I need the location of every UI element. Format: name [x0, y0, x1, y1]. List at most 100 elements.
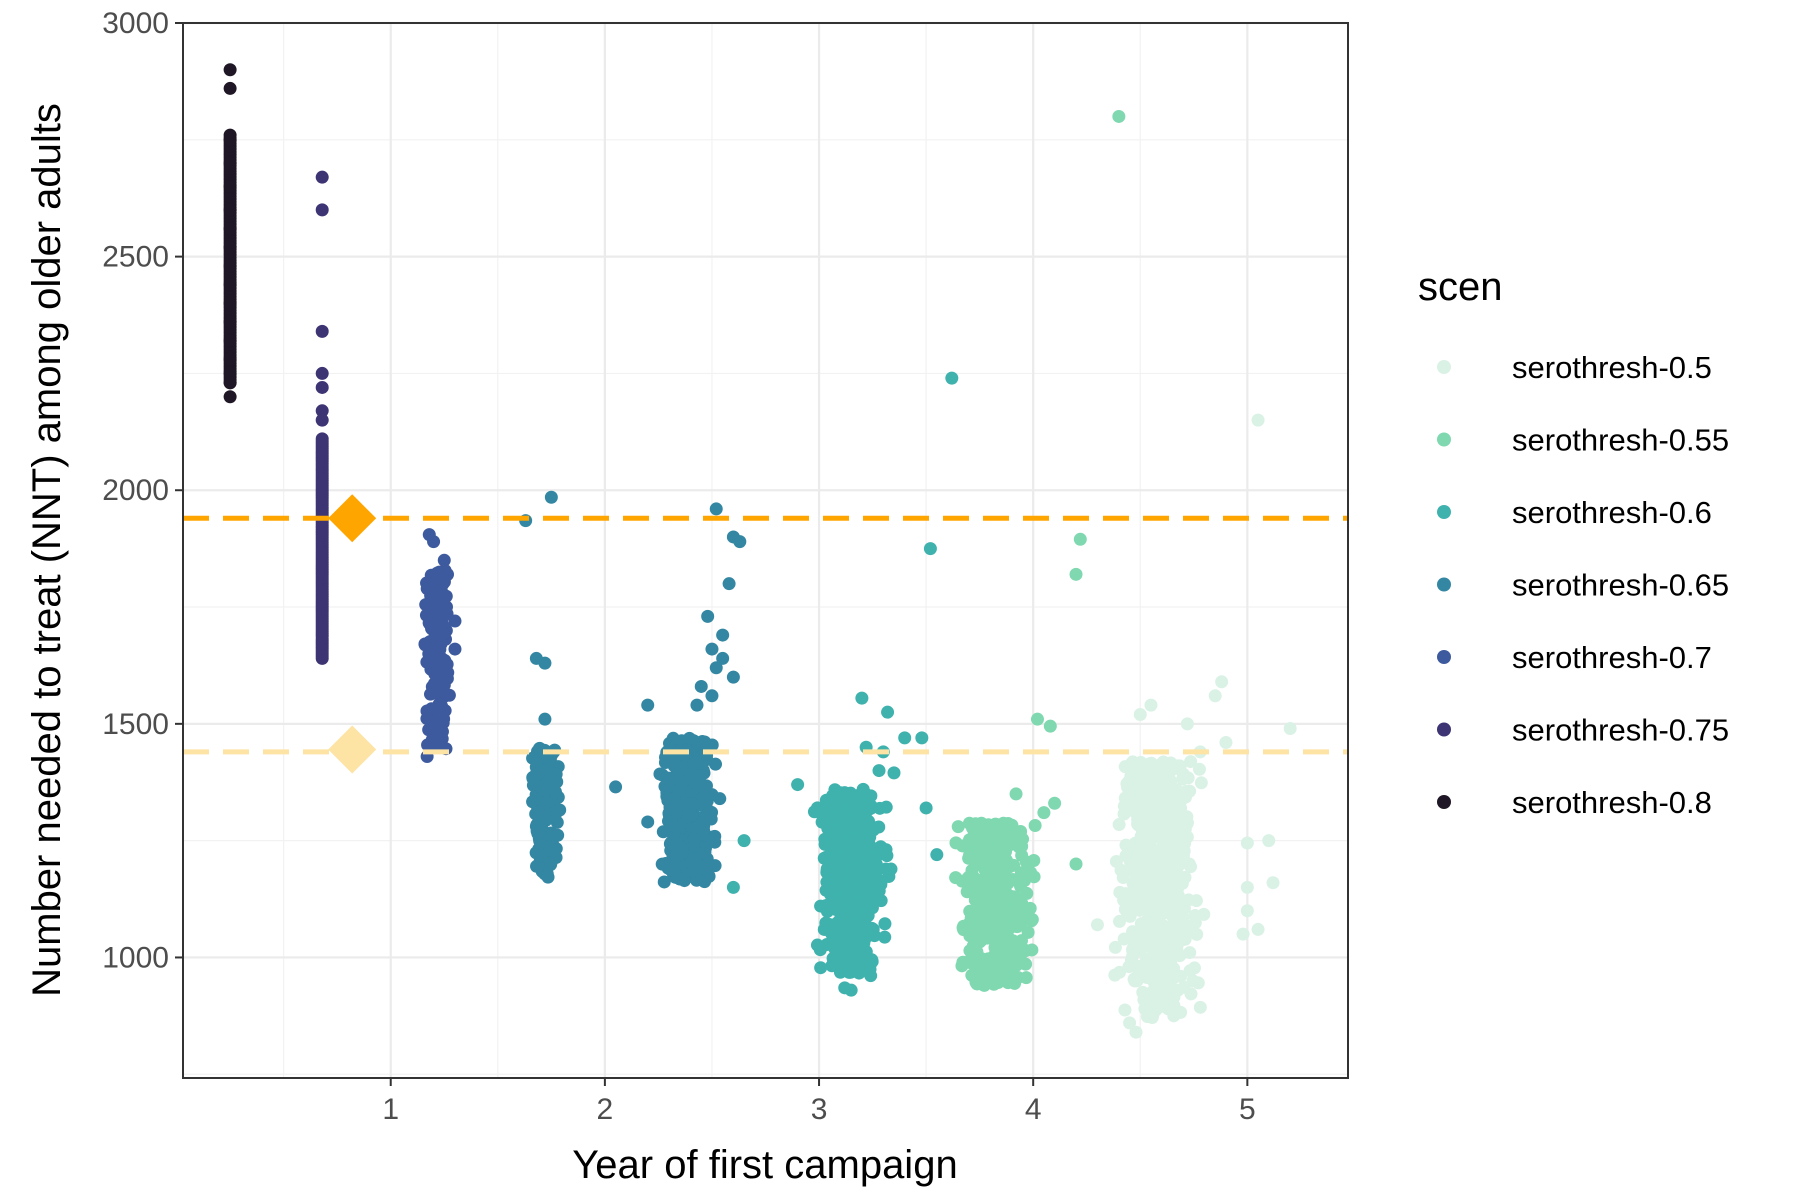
data-point — [1153, 952, 1167, 966]
data-point — [1240, 904, 1254, 918]
data-point — [315, 203, 329, 217]
data-point — [980, 893, 994, 907]
data-point — [1007, 858, 1021, 872]
data-point — [1148, 979, 1162, 993]
data-point — [1159, 831, 1173, 845]
data-point — [544, 490, 558, 504]
data-point — [1019, 971, 1033, 985]
data-point — [693, 861, 707, 875]
data-point — [1134, 943, 1148, 957]
data-point — [1262, 834, 1276, 848]
data-point — [438, 704, 452, 718]
data-point — [223, 133, 237, 147]
data-point — [737, 834, 751, 848]
data-point — [1126, 925, 1140, 939]
data-point — [878, 917, 892, 931]
data-point — [722, 577, 736, 591]
data-point — [1173, 949, 1187, 963]
x-tick-label: 2 — [597, 1093, 614, 1126]
data-point — [315, 324, 329, 338]
data-point — [641, 815, 655, 829]
data-point — [716, 651, 730, 665]
data-point — [982, 904, 996, 918]
x-tick-label: 3 — [811, 1093, 828, 1126]
data-point — [1020, 886, 1034, 900]
legend-swatch — [1437, 505, 1451, 519]
data-point — [999, 963, 1013, 977]
data-point — [1146, 943, 1160, 957]
data-point — [315, 432, 329, 446]
legend-swatch — [1437, 795, 1451, 809]
data-point — [1194, 776, 1208, 790]
data-point — [531, 767, 545, 781]
data-point — [1184, 860, 1198, 874]
data-point — [690, 779, 704, 793]
data-point — [1136, 923, 1150, 937]
data-point — [708, 835, 722, 849]
data-point — [1148, 877, 1162, 891]
data-point — [663, 774, 677, 788]
data-point — [850, 945, 864, 959]
data-point — [1117, 932, 1131, 946]
data-point — [1251, 922, 1265, 936]
series-serothresh-0.7 — [418, 528, 462, 764]
data-point — [1208, 689, 1222, 703]
data-point — [872, 764, 886, 778]
series-serothresh-0.8 — [223, 63, 237, 404]
data-point — [223, 259, 237, 273]
data-point — [315, 380, 329, 394]
data-point — [1183, 784, 1197, 798]
data-point — [690, 698, 704, 712]
x-tick-label: 4 — [1025, 1093, 1042, 1126]
x-axis: 1 2 3 4 5 — [382, 1078, 1256, 1126]
data-point — [448, 614, 462, 628]
data-point — [1171, 860, 1185, 874]
data-point — [609, 780, 623, 794]
data-point — [223, 81, 237, 95]
data-point — [1109, 854, 1123, 868]
data-point — [532, 831, 546, 845]
data-point — [541, 870, 555, 884]
data-point — [1177, 844, 1191, 858]
data-point — [674, 774, 688, 788]
data-point — [1128, 805, 1142, 819]
data-point — [1024, 865, 1038, 879]
data-point — [667, 792, 681, 806]
plot-border — [182, 22, 1349, 1079]
data-point — [440, 657, 454, 671]
data-point — [1155, 969, 1169, 983]
data-point — [1127, 839, 1141, 853]
data-point — [838, 981, 852, 995]
data-point — [839, 893, 853, 907]
data-point — [992, 896, 1006, 910]
data-point — [695, 734, 709, 748]
data-point — [553, 803, 567, 817]
data-point — [538, 656, 552, 670]
data-point — [1186, 974, 1200, 988]
data-point — [1150, 1001, 1164, 1015]
data-point — [1021, 925, 1035, 939]
data-point — [1118, 1003, 1132, 1017]
reference-diamond — [328, 494, 377, 543]
data-point — [437, 553, 451, 567]
data-point — [1140, 992, 1154, 1006]
data-point — [1171, 870, 1185, 884]
data-point — [668, 838, 682, 852]
data-point — [1112, 818, 1126, 832]
data-point — [1170, 913, 1184, 927]
data-point — [1240, 880, 1254, 894]
data-point — [1124, 759, 1138, 773]
data-point — [1133, 794, 1147, 808]
data-point — [698, 875, 712, 889]
data-point — [682, 731, 696, 745]
data-point — [878, 930, 892, 944]
data-point — [864, 824, 878, 838]
data-point — [955, 839, 969, 853]
data-point — [829, 894, 843, 908]
data-point — [1184, 755, 1198, 769]
data-point — [432, 582, 446, 596]
data-point — [1144, 865, 1158, 879]
data-point — [1019, 957, 1033, 971]
data-point — [882, 869, 896, 883]
data-point — [1157, 773, 1171, 787]
